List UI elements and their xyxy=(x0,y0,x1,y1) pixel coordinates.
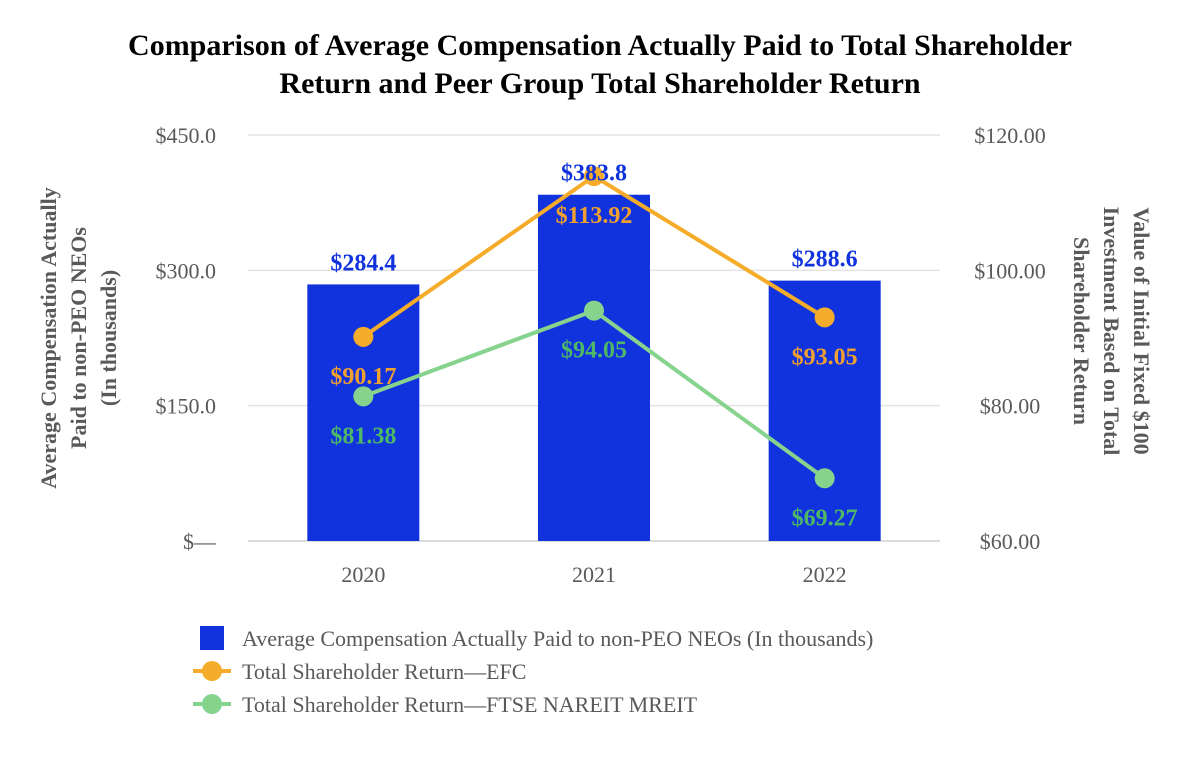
y-left-tick-label: $300.0 xyxy=(156,258,217,283)
line-point xyxy=(814,307,835,328)
y-right-axis-title: Value of Initial Fixed $100Investment Ba… xyxy=(1069,207,1154,456)
line-data-label: $69.27 xyxy=(792,505,858,531)
bar-data-label: $288.6 xyxy=(792,247,858,273)
line-data-label: $94.05 xyxy=(561,338,627,364)
y-left-axis-title-line: Paid to non-PEO NEOs xyxy=(66,227,91,449)
y-left-axis-title-line: (In thousands) xyxy=(96,270,121,406)
line-point xyxy=(353,386,374,407)
y-left-tick-label: $450.0 xyxy=(156,123,217,148)
line-point xyxy=(353,326,374,347)
y-right-axis-title-line: Value of Initial Fixed $100 xyxy=(1129,207,1154,454)
y-right-axis-title-line: Investment Based on Total xyxy=(1099,207,1124,456)
y-left-tick-label: $150.0 xyxy=(156,394,217,419)
line-point xyxy=(814,468,835,489)
legend-label: Total Shareholder Return—FTSE NAREIT MRE… xyxy=(242,692,698,717)
y-right-tick-label: $60.00 xyxy=(980,529,1041,554)
line-series xyxy=(353,166,835,489)
y-left-tick-label: $— xyxy=(183,529,217,554)
legend-marker xyxy=(202,694,222,714)
line-point xyxy=(584,300,604,321)
bar xyxy=(538,194,650,541)
line-point xyxy=(584,166,604,187)
line-data-label: $113.92 xyxy=(556,203,633,229)
line-data-label: $93.05 xyxy=(792,344,858,370)
y-left-axis-title-line: Average Compensation Actually xyxy=(36,187,61,488)
chart-title: Comparison of Average Compensation Actua… xyxy=(128,29,1072,100)
axes: $— $150.0 $300.0 $450.0 $60.00 $80.00 $100.00 $… xyxy=(36,123,1154,587)
bar-data-label: $383.8 xyxy=(561,161,627,187)
legend-swatch xyxy=(200,626,224,650)
legend-label: Total Shareholder Return—EFC xyxy=(242,659,526,684)
y-right-tick-label: $100.00 xyxy=(974,258,1046,283)
legend: Average Compensation Actually Paid to no… xyxy=(193,626,873,717)
y-right-axis-title-line: Shareholder Return xyxy=(1069,237,1094,425)
y-right-tick-label: $80.00 xyxy=(980,394,1041,419)
bar-data-label: $284.4 xyxy=(330,250,396,276)
line-data-label: $90.17 xyxy=(330,364,396,390)
x-tick-label: 2020 xyxy=(341,562,385,587)
legend-label: Average Compensation Actually Paid to no… xyxy=(242,626,873,651)
chart-title-line: Return and Peer Group Total Shareholder … xyxy=(279,67,920,100)
legend-marker xyxy=(202,661,222,681)
chart-title-line: Comparison of Average Compensation Actua… xyxy=(128,29,1072,62)
y-left-axis-title: Average Compensation Actually Paid to non… xyxy=(36,187,121,488)
x-tick-label: 2021 xyxy=(572,562,616,587)
data-labels: $284.4 $383.8 $288.6 $90.17 $113.92 $93.05 $81… xyxy=(330,161,857,532)
bar xyxy=(307,284,420,541)
line-data-label: $81.38 xyxy=(330,423,396,449)
y-right-tick-label: $120.00 xyxy=(974,123,1046,148)
x-tick-label: 2022 xyxy=(803,562,847,587)
